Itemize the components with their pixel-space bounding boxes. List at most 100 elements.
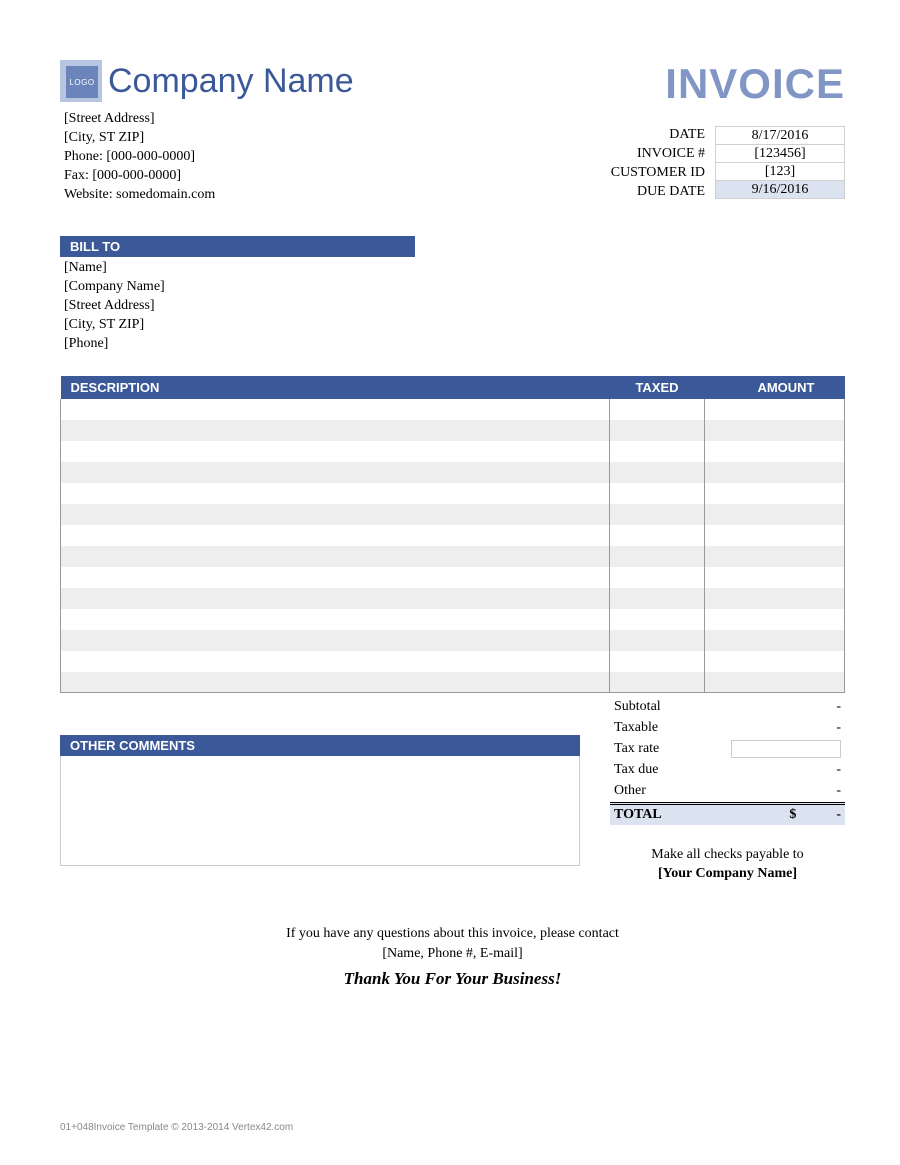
table-cell: [610, 546, 705, 567]
table-row: [61, 420, 845, 441]
company-website: Website: somedomain.com: [64, 186, 354, 205]
company-phone: Phone: [000-000-0000]: [64, 148, 354, 167]
table-cell: [61, 546, 610, 567]
table-row: [61, 441, 845, 462]
table-cell: [610, 504, 705, 525]
table-cell: [610, 483, 705, 504]
table-cell: [610, 525, 705, 546]
total-label: TOTAL: [614, 807, 789, 823]
payable-line1: Make all checks payable to: [610, 845, 845, 865]
table-row: [61, 525, 845, 546]
meta-label-date: DATE: [611, 126, 705, 145]
taxdue-value: -: [761, 761, 841, 780]
footer-line1: If you have any questions about this inv…: [60, 924, 845, 944]
subtotal-label: Subtotal: [614, 698, 761, 717]
table-row: [61, 672, 845, 693]
total-value: -: [836, 807, 841, 823]
table-cell: [61, 441, 610, 462]
company-name: Company Name: [108, 62, 354, 101]
table-cell: [610, 420, 705, 441]
table-row: [61, 462, 845, 483]
table-cell: [61, 609, 610, 630]
meta-label-invoice: INVOICE #: [611, 145, 705, 164]
items-table: DESCRIPTION TAXED AMOUNT: [60, 376, 845, 694]
logo-text: LOGO: [66, 66, 98, 98]
meta-value-duedate: 9/16/2016: [715, 180, 845, 199]
table-cell: [61, 420, 610, 441]
billto-name: [Name]: [64, 259, 845, 278]
logo-box: LOGO: [60, 60, 102, 102]
table-cell: [610, 630, 705, 651]
table-cell: [705, 567, 845, 588]
table-cell: [705, 525, 845, 546]
other-value: -: [761, 782, 841, 801]
table-cell: [610, 399, 705, 420]
table-cell: [705, 546, 845, 567]
billto-street: [Street Address]: [64, 297, 845, 316]
taxrate-value: [731, 740, 841, 758]
table-cell: [610, 567, 705, 588]
table-cell: [61, 504, 610, 525]
subtotal-value: -: [761, 698, 841, 717]
taxdue-label: Tax due: [614, 761, 761, 780]
table-row: [61, 651, 845, 672]
meta-label-customer: CUSTOMER ID: [611, 164, 705, 183]
payable-line2: [Your Company Name]: [610, 864, 845, 884]
table-cell: [61, 483, 610, 504]
meta-value-customer: [123]: [715, 162, 845, 181]
meta-label-duedate: DUE DATE: [611, 183, 705, 202]
company-fax: Fax: [000-000-0000]: [64, 167, 354, 186]
table-cell: [61, 567, 610, 588]
table-cell: [705, 588, 845, 609]
table-cell: [705, 504, 845, 525]
taxrate-label: Tax rate: [614, 740, 731, 759]
other-label: Other: [614, 782, 761, 801]
table-row: [61, 504, 845, 525]
table-cell: [705, 399, 845, 420]
table-cell: [61, 399, 610, 420]
total-currency: $: [789, 807, 796, 823]
comments-box: [60, 756, 580, 866]
table-row: [61, 399, 845, 420]
table-cell: [705, 609, 845, 630]
table-cell: [610, 441, 705, 462]
table-row: [61, 567, 845, 588]
table-row: [61, 546, 845, 567]
table-cell: [61, 462, 610, 483]
company-street: [Street Address]: [64, 110, 354, 129]
table-row: [61, 588, 845, 609]
table-cell: [610, 462, 705, 483]
table-cell: [610, 588, 705, 609]
col-description: DESCRIPTION: [61, 376, 610, 399]
meta-value-invoice: [123456]: [715, 144, 845, 163]
footer-thanks: Thank You For Your Business!: [60, 967, 845, 991]
taxable-value: -: [761, 719, 841, 738]
table-cell: [61, 672, 610, 693]
table-cell: [705, 651, 845, 672]
table-cell: [61, 651, 610, 672]
comments-header: OTHER COMMENTS: [60, 735, 580, 756]
table-cell: [705, 462, 845, 483]
billto-header: BILL TO: [60, 236, 415, 257]
invoice-title: INVOICE: [611, 60, 845, 108]
col-amount: AMOUNT: [705, 376, 845, 399]
company-city: [City, ST ZIP]: [64, 129, 354, 148]
col-taxed: TAXED: [610, 376, 705, 399]
billto-city: [City, ST ZIP]: [64, 316, 845, 335]
table-cell: [705, 483, 845, 504]
table-row: [61, 630, 845, 651]
table-cell: [61, 630, 610, 651]
table-cell: [705, 420, 845, 441]
billto-phone: [Phone]: [64, 335, 845, 354]
table-row: [61, 609, 845, 630]
table-cell: [61, 588, 610, 609]
table-cell: [705, 672, 845, 693]
table-row: [61, 483, 845, 504]
billto-company: [Company Name]: [64, 278, 845, 297]
table-cell: [61, 525, 610, 546]
table-cell: [705, 630, 845, 651]
copyright: 01+048Invoice Template © 2013-2014 Verte…: [60, 1122, 293, 1133]
table-cell: [610, 651, 705, 672]
table-cell: [610, 609, 705, 630]
taxable-label: Taxable: [614, 719, 761, 738]
